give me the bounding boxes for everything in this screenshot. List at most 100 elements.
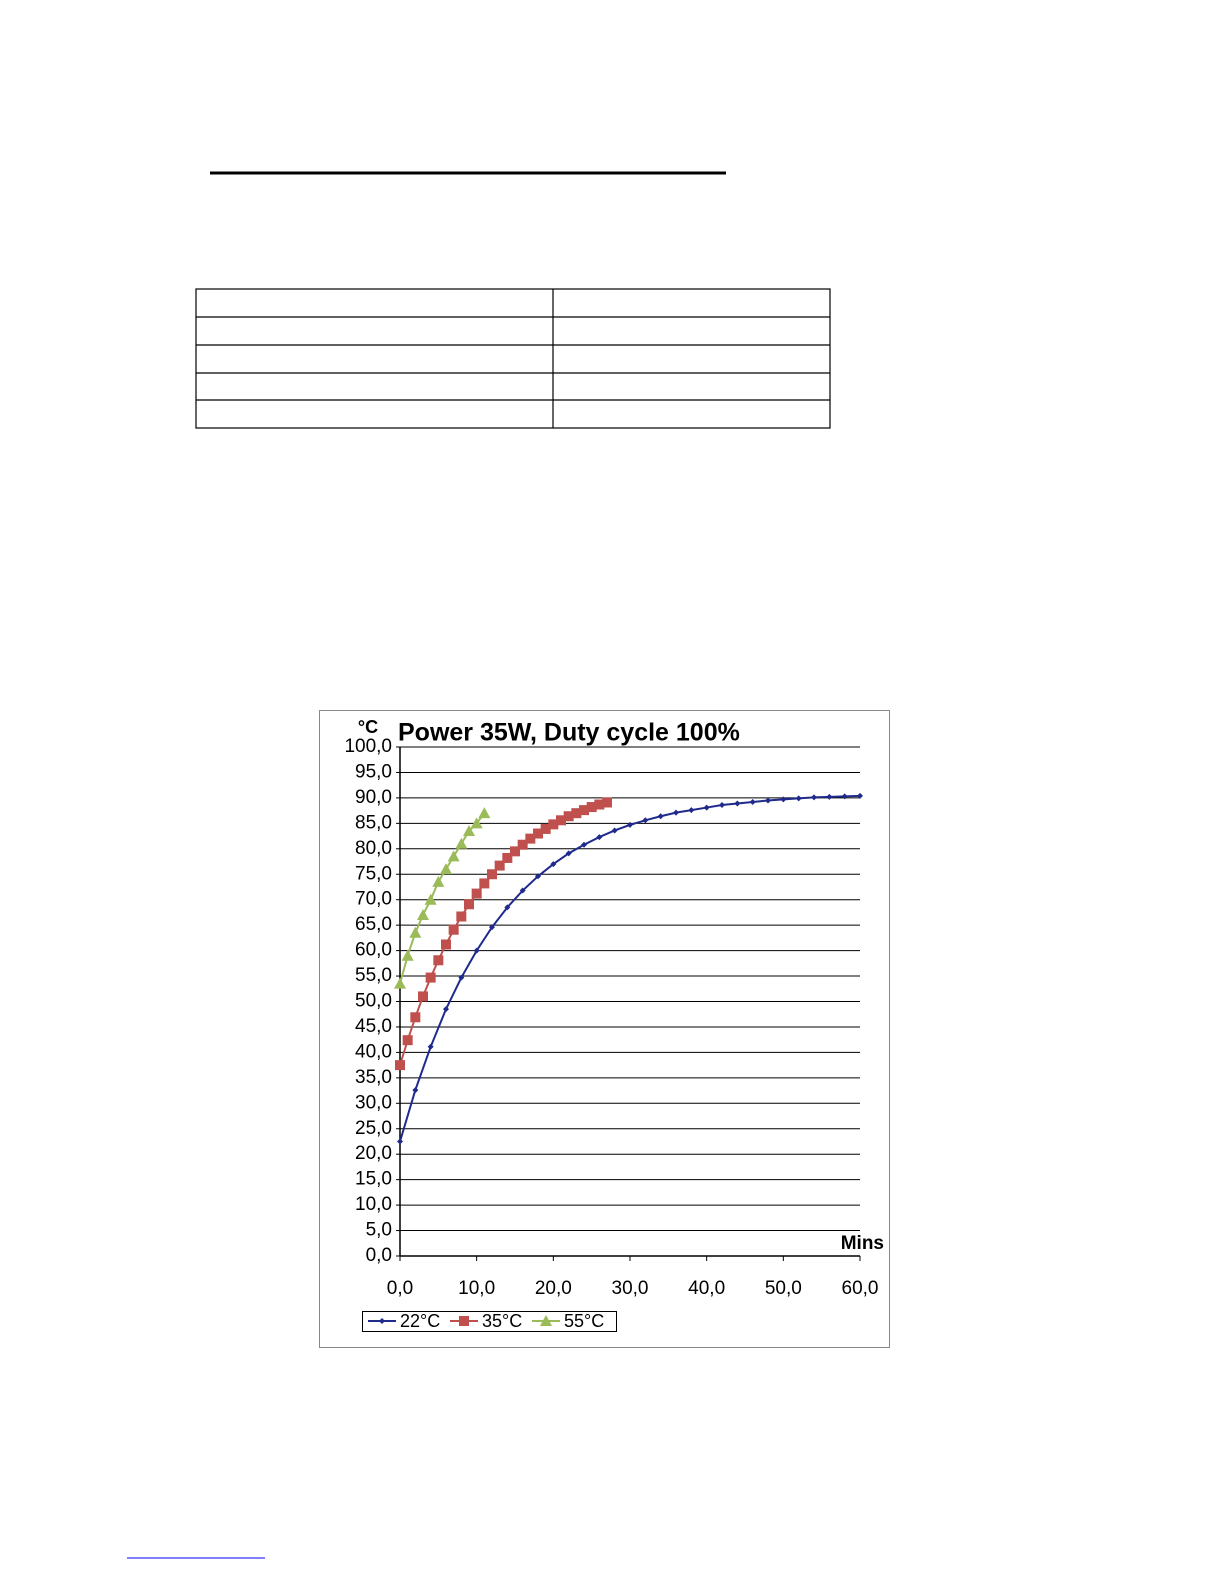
x-tick-label: 60,0	[842, 1278, 879, 1299]
marker	[519, 887, 526, 894]
y-tick-label: 65,0	[355, 914, 392, 935]
marker	[857, 792, 863, 799]
marker	[556, 815, 566, 826]
legend-label: 35°C	[482, 1311, 522, 1331]
x-tick-label: 20,0	[535, 1278, 572, 1299]
marker	[447, 850, 460, 862]
marker	[489, 924, 495, 931]
chart-title: Power 35W, Duty cycle 100%	[398, 719, 740, 747]
marker	[494, 860, 505, 871]
marker	[394, 977, 406, 989]
marker	[470, 817, 483, 829]
marker	[642, 817, 649, 824]
x-tick-label: 40,0	[688, 1278, 725, 1299]
y-tick-label: 45,0	[355, 1016, 392, 1037]
marker	[586, 802, 597, 813]
legend-marker	[459, 1316, 469, 1326]
legend-label: 22°C	[400, 1311, 440, 1331]
marker	[734, 800, 741, 807]
y-tick-label: 25,0	[355, 1118, 392, 1139]
x-tick-label: 50,0	[765, 1278, 802, 1299]
y-tick-label: 55,0	[355, 965, 392, 986]
table	[195, 288, 831, 429]
marker	[463, 824, 475, 836]
marker	[433, 955, 444, 966]
marker	[424, 893, 437, 905]
marker	[602, 797, 612, 808]
x-axis-label: Mins	[841, 1233, 884, 1254]
marker	[487, 869, 497, 880]
marker	[565, 850, 572, 857]
marker	[533, 828, 543, 839]
marker	[432, 875, 445, 887]
marker	[550, 861, 557, 868]
marker	[826, 793, 833, 800]
marker	[657, 813, 664, 820]
legend-marker	[379, 1318, 385, 1324]
marker	[417, 908, 429, 920]
marker	[464, 899, 474, 910]
marker	[525, 833, 536, 844]
marker	[510, 846, 520, 857]
marker	[478, 807, 491, 819]
legend-marker	[540, 1315, 552, 1326]
y-tick-label: 100,0	[344, 736, 392, 757]
y-tick-label: 85,0	[355, 812, 392, 833]
marker	[441, 939, 451, 950]
y-tick-label: 95,0	[355, 761, 392, 782]
x-tick-label: 0,0	[387, 1278, 413, 1299]
marker	[418, 991, 428, 1002]
marker	[410, 1012, 421, 1023]
marker	[765, 797, 771, 804]
marker	[673, 809, 679, 816]
marker	[397, 1138, 403, 1145]
marker	[563, 811, 574, 822]
marker	[456, 911, 467, 922]
y-tick-label: 5,0	[366, 1220, 392, 1241]
table-border	[195, 288, 831, 429]
marker	[719, 802, 725, 809]
marker	[611, 827, 618, 834]
marker	[409, 926, 422, 938]
y-tick-label: 80,0	[355, 838, 392, 859]
marker	[749, 798, 756, 805]
x-tick-label: 30,0	[612, 1278, 649, 1299]
marker	[581, 841, 587, 848]
marker	[473, 947, 480, 954]
y-tick-label: 10,0	[355, 1194, 392, 1215]
y-tick-label: 60,0	[355, 940, 392, 961]
marker	[548, 819, 559, 830]
legend-box	[362, 1311, 617, 1332]
marker	[395, 1060, 405, 1071]
marker	[402, 1035, 413, 1046]
marker	[504, 904, 511, 911]
y-tick-label: 35,0	[355, 1067, 392, 1088]
marker	[596, 834, 603, 841]
legend-label: 55°C	[564, 1311, 604, 1331]
marker	[703, 804, 710, 811]
marker	[425, 972, 436, 983]
marker	[401, 949, 414, 961]
y-axis-label: °C	[358, 717, 378, 737]
marker	[440, 863, 452, 875]
y-tick-label: 0,0	[366, 1245, 392, 1266]
marker	[535, 873, 541, 880]
y-tick-label: 75,0	[355, 863, 392, 884]
y-tick-label: 90,0	[355, 787, 392, 808]
marker	[448, 924, 459, 935]
marker	[627, 821, 633, 828]
marker	[412, 1087, 419, 1094]
y-tick-label: 20,0	[355, 1143, 392, 1164]
y-tick-label: 30,0	[355, 1092, 392, 1113]
y-tick-label: 50,0	[355, 991, 392, 1012]
marker	[841, 793, 848, 800]
y-tick-label: 40,0	[355, 1041, 392, 1062]
marker	[579, 805, 589, 816]
x-tick-label: 10,0	[458, 1278, 495, 1299]
chart-frame	[319, 710, 890, 1348]
y-tick-label: 15,0	[355, 1169, 392, 1190]
marker	[458, 974, 465, 981]
marker	[517, 839, 528, 850]
